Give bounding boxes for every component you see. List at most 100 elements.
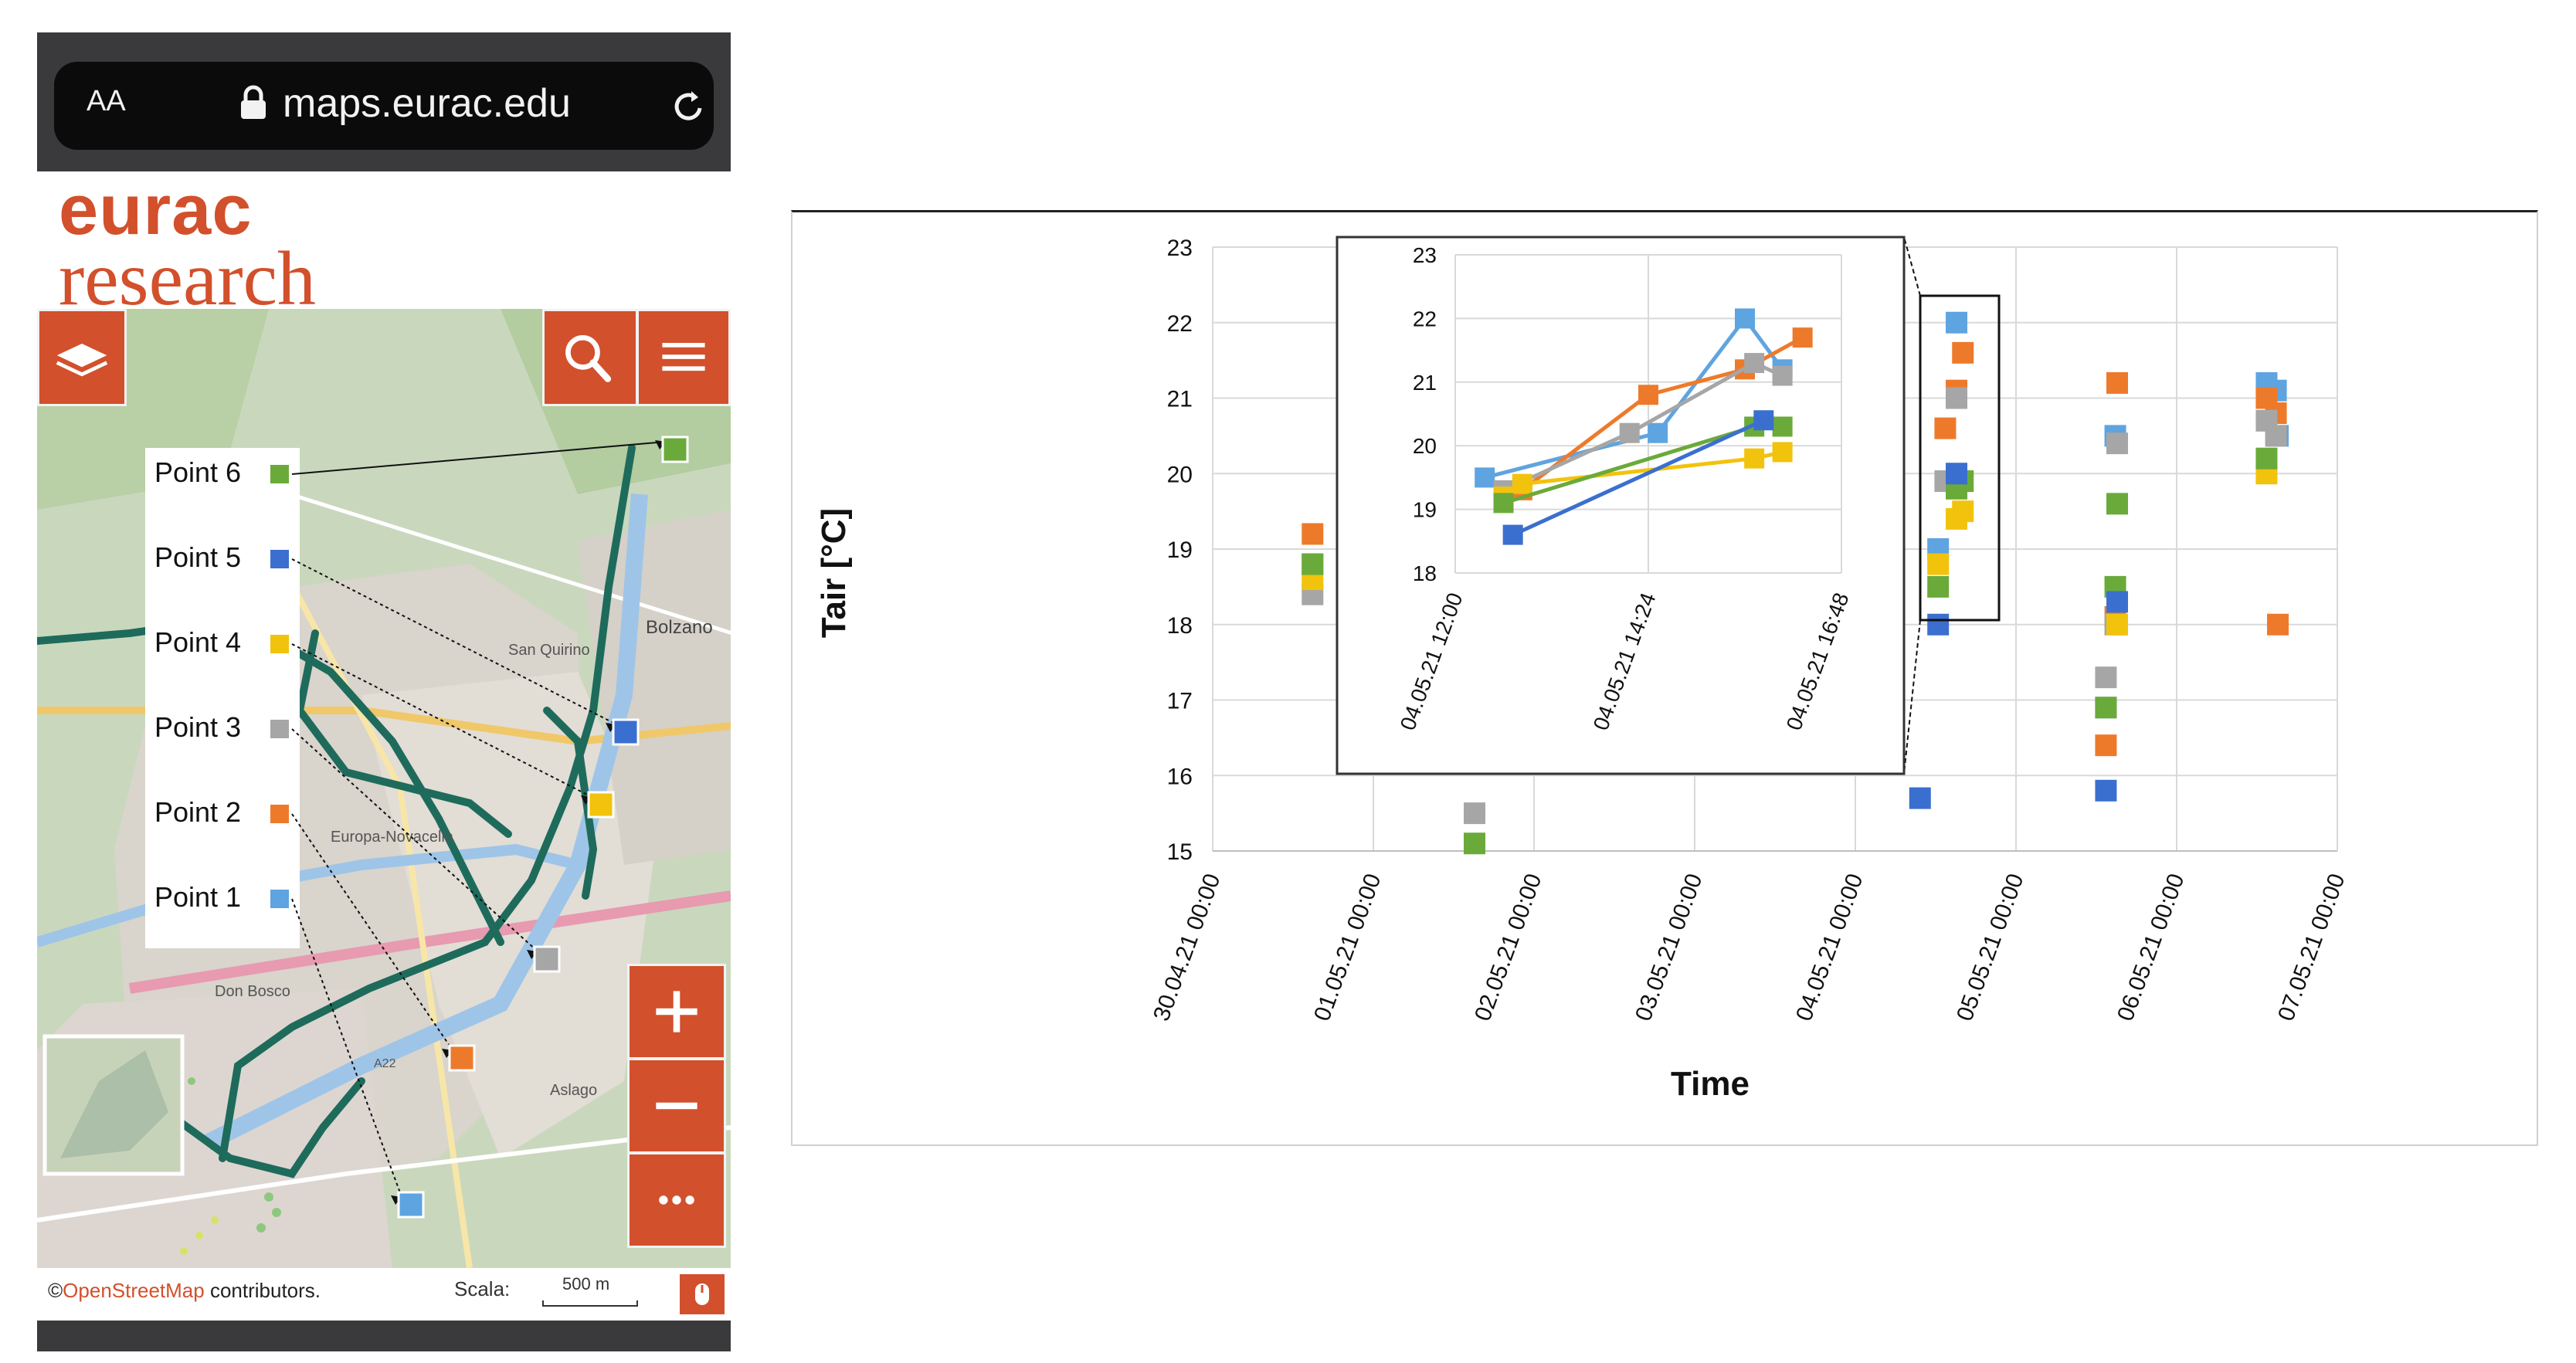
- scale-bar: [542, 1300, 638, 1307]
- main-y-tick-label: 17: [1167, 689, 1193, 714]
- map-arrows: [291, 440, 667, 1205]
- main-x-tick-label: 06.05.21 00:00: [2113, 870, 2189, 1024]
- map-label-europa-novacella: Europa-Novacella: [331, 829, 454, 846]
- inset-y-ticks: 18 19 20 21 22 23: [1413, 243, 1437, 585]
- inset-y-tick-label: 21: [1413, 371, 1437, 395]
- map-marker-point-5[interactable]: [612, 718, 640, 746]
- inset-data-point-s3: [1744, 448, 1765, 469]
- inset-data-point-s3: [1512, 473, 1532, 494]
- main-data-point-s0: [1946, 311, 1968, 334]
- main-data-points: [1302, 311, 2289, 855]
- scale-label: Scala:: [454, 1277, 511, 1300]
- inset-data-point-s1: [1638, 385, 1658, 405]
- inset-y-tick-label: 23: [1413, 243, 1437, 267]
- map-label-a22: A22: [374, 1057, 396, 1070]
- main-data-point-s4: [2106, 493, 2129, 515]
- inset-series-line-s2: [1502, 361, 1784, 493]
- main-data-point-s4: [2255, 447, 2278, 470]
- map-view[interactable]: Bolzano San Quirino Europa-Novacella Don…: [37, 309, 731, 1268]
- zoom-in-button[interactable]: [627, 964, 726, 1060]
- main-data-point-s5: [1909, 787, 1931, 809]
- main-y-tick-label: 22: [1167, 311, 1193, 337]
- main-data-point-s1: [1934, 417, 1957, 439]
- main-data-point-s5: [2106, 591, 2129, 613]
- legend-label-point-6: Point 6: [154, 456, 241, 488]
- legend-swatch-point-3: [270, 720, 289, 738]
- zoom-out-button[interactable]: [627, 1058, 726, 1154]
- text-size-button[interactable]: AA: [87, 85, 126, 117]
- url-text[interactable]: maps.eurac.edu: [283, 81, 571, 126]
- point-legend: Point 6 Point 5 Point 4 Point 3 Point 2 Point…: [154, 456, 289, 913]
- main-data-point-s5: [2095, 779, 2117, 802]
- main-y-tick-label: 20: [1167, 462, 1193, 487]
- inset-chart-frame: [1336, 236, 1906, 775]
- main-y-tick-label: 21: [1167, 387, 1193, 412]
- main-y-ticks: 15 16 17 18 19 20 21 22 23: [1167, 236, 1193, 865]
- inset-data-point-s0: [1648, 422, 1668, 443]
- main-x-tick-label: 02.05.21 00:00: [1470, 870, 1546, 1024]
- main-x-tick-label: 07.05.21 00:00: [2273, 870, 2350, 1024]
- legend-swatch-point-1: [270, 890, 289, 908]
- inset-y-tick-label: 20: [1413, 434, 1437, 458]
- gps-tracks: [37, 444, 636, 1178]
- search-button[interactable]: [542, 309, 638, 406]
- eurac-logo[interactable]: eurac research: [59, 171, 317, 321]
- logo-line2: research: [59, 235, 317, 321]
- lock-icon: [241, 85, 266, 119]
- openstreetmap-link[interactable]: OpenStreetMap: [63, 1279, 205, 1302]
- map-marker-point-6[interactable]: [661, 436, 689, 463]
- main-data-point-s1: [1302, 523, 1324, 545]
- inset-y-tick-label: 22: [1413, 307, 1437, 331]
- map-marker-point-1[interactable]: [397, 1191, 425, 1219]
- legend-label-point-5: Point 5: [154, 541, 241, 573]
- scale-value: 500 m: [562, 1274, 610, 1293]
- map-label-bolzano: Bolzano: [646, 617, 713, 638]
- main-x-tick-label: 01.05.21 00:00: [1309, 870, 1386, 1024]
- main-data-point-s1: [2095, 734, 2117, 757]
- map-marker-point-4[interactable]: [587, 791, 615, 819]
- temperature-chart: 15 16 17 18 19 20 21 22 23 30.04.21 00:00 01.05.2…: [815, 236, 2350, 1103]
- map-footer: ©OpenStreetMap contributors. Scala: 500 …: [37, 1268, 731, 1321]
- layers-button[interactable]: [37, 309, 127, 406]
- inset-data-point-s5: [1502, 524, 1523, 545]
- search-icon: [565, 334, 612, 382]
- main-data-point-s4: [1302, 553, 1324, 575]
- main-x-ticks: 30.04.21 00:00 01.05.21 00:00 02.05.21 00:…: [1149, 870, 2350, 1024]
- main-y-tick-label: 18: [1167, 613, 1193, 639]
- logo-line1: eurac: [59, 171, 253, 249]
- legend-label-point-3: Point 3: [154, 711, 241, 743]
- inset-data-point-s0: [1735, 308, 1755, 329]
- main-data-point-s3: [1927, 553, 1950, 575]
- inset-y-tick-label: 18: [1413, 561, 1437, 585]
- main-y-tick-label: 15: [1167, 839, 1193, 865]
- layers-icon: [56, 343, 108, 377]
- attribution: ©OpenStreetMap contributors.: [48, 1279, 321, 1303]
- map-marker-point-3[interactable]: [533, 945, 561, 973]
- inset-data-point-s2: [1772, 365, 1793, 386]
- main-data-point-s5: [1927, 613, 1950, 636]
- map-marker-point-2[interactable]: [448, 1044, 476, 1072]
- main-data-point-s2: [2106, 432, 2129, 455]
- main-data-point-s2: [2265, 425, 2287, 447]
- browser-address-bar[interactable]: AA maps.eurac.edu: [54, 62, 714, 150]
- legend-label-point-2: Point 2: [154, 796, 241, 828]
- main-x-tick-label: 03.05.21 00:00: [1631, 870, 1707, 1024]
- inset-data-point-s5: [1753, 410, 1774, 431]
- inset-data-point-s0: [1475, 467, 1495, 488]
- reload-icon[interactable]: [670, 86, 708, 125]
- legend-label-point-4: Point 4: [154, 626, 241, 658]
- main-data-point-s2: [1946, 387, 1968, 409]
- arrow-point-4: [291, 643, 592, 798]
- menu-button[interactable]: [636, 309, 731, 406]
- main-data-point-s5: [1946, 463, 1968, 485]
- more-options-button[interactable]: [627, 1152, 726, 1248]
- phone-screenshot: AA maps.eurac.edu eurac research: [37, 32, 731, 1351]
- inset-data-point-s2: [1619, 422, 1640, 443]
- main-x-tick-label: 04.05.21 00:00: [1791, 870, 1868, 1024]
- legend-swatch-point-4: [270, 635, 289, 653]
- mouse-icon: [695, 1283, 709, 1305]
- hamburger-menu-icon: [662, 342, 705, 371]
- feedback-button[interactable]: [680, 1274, 725, 1314]
- arrow-point-6: [291, 441, 667, 475]
- inset-data-point-s4: [1772, 416, 1793, 437]
